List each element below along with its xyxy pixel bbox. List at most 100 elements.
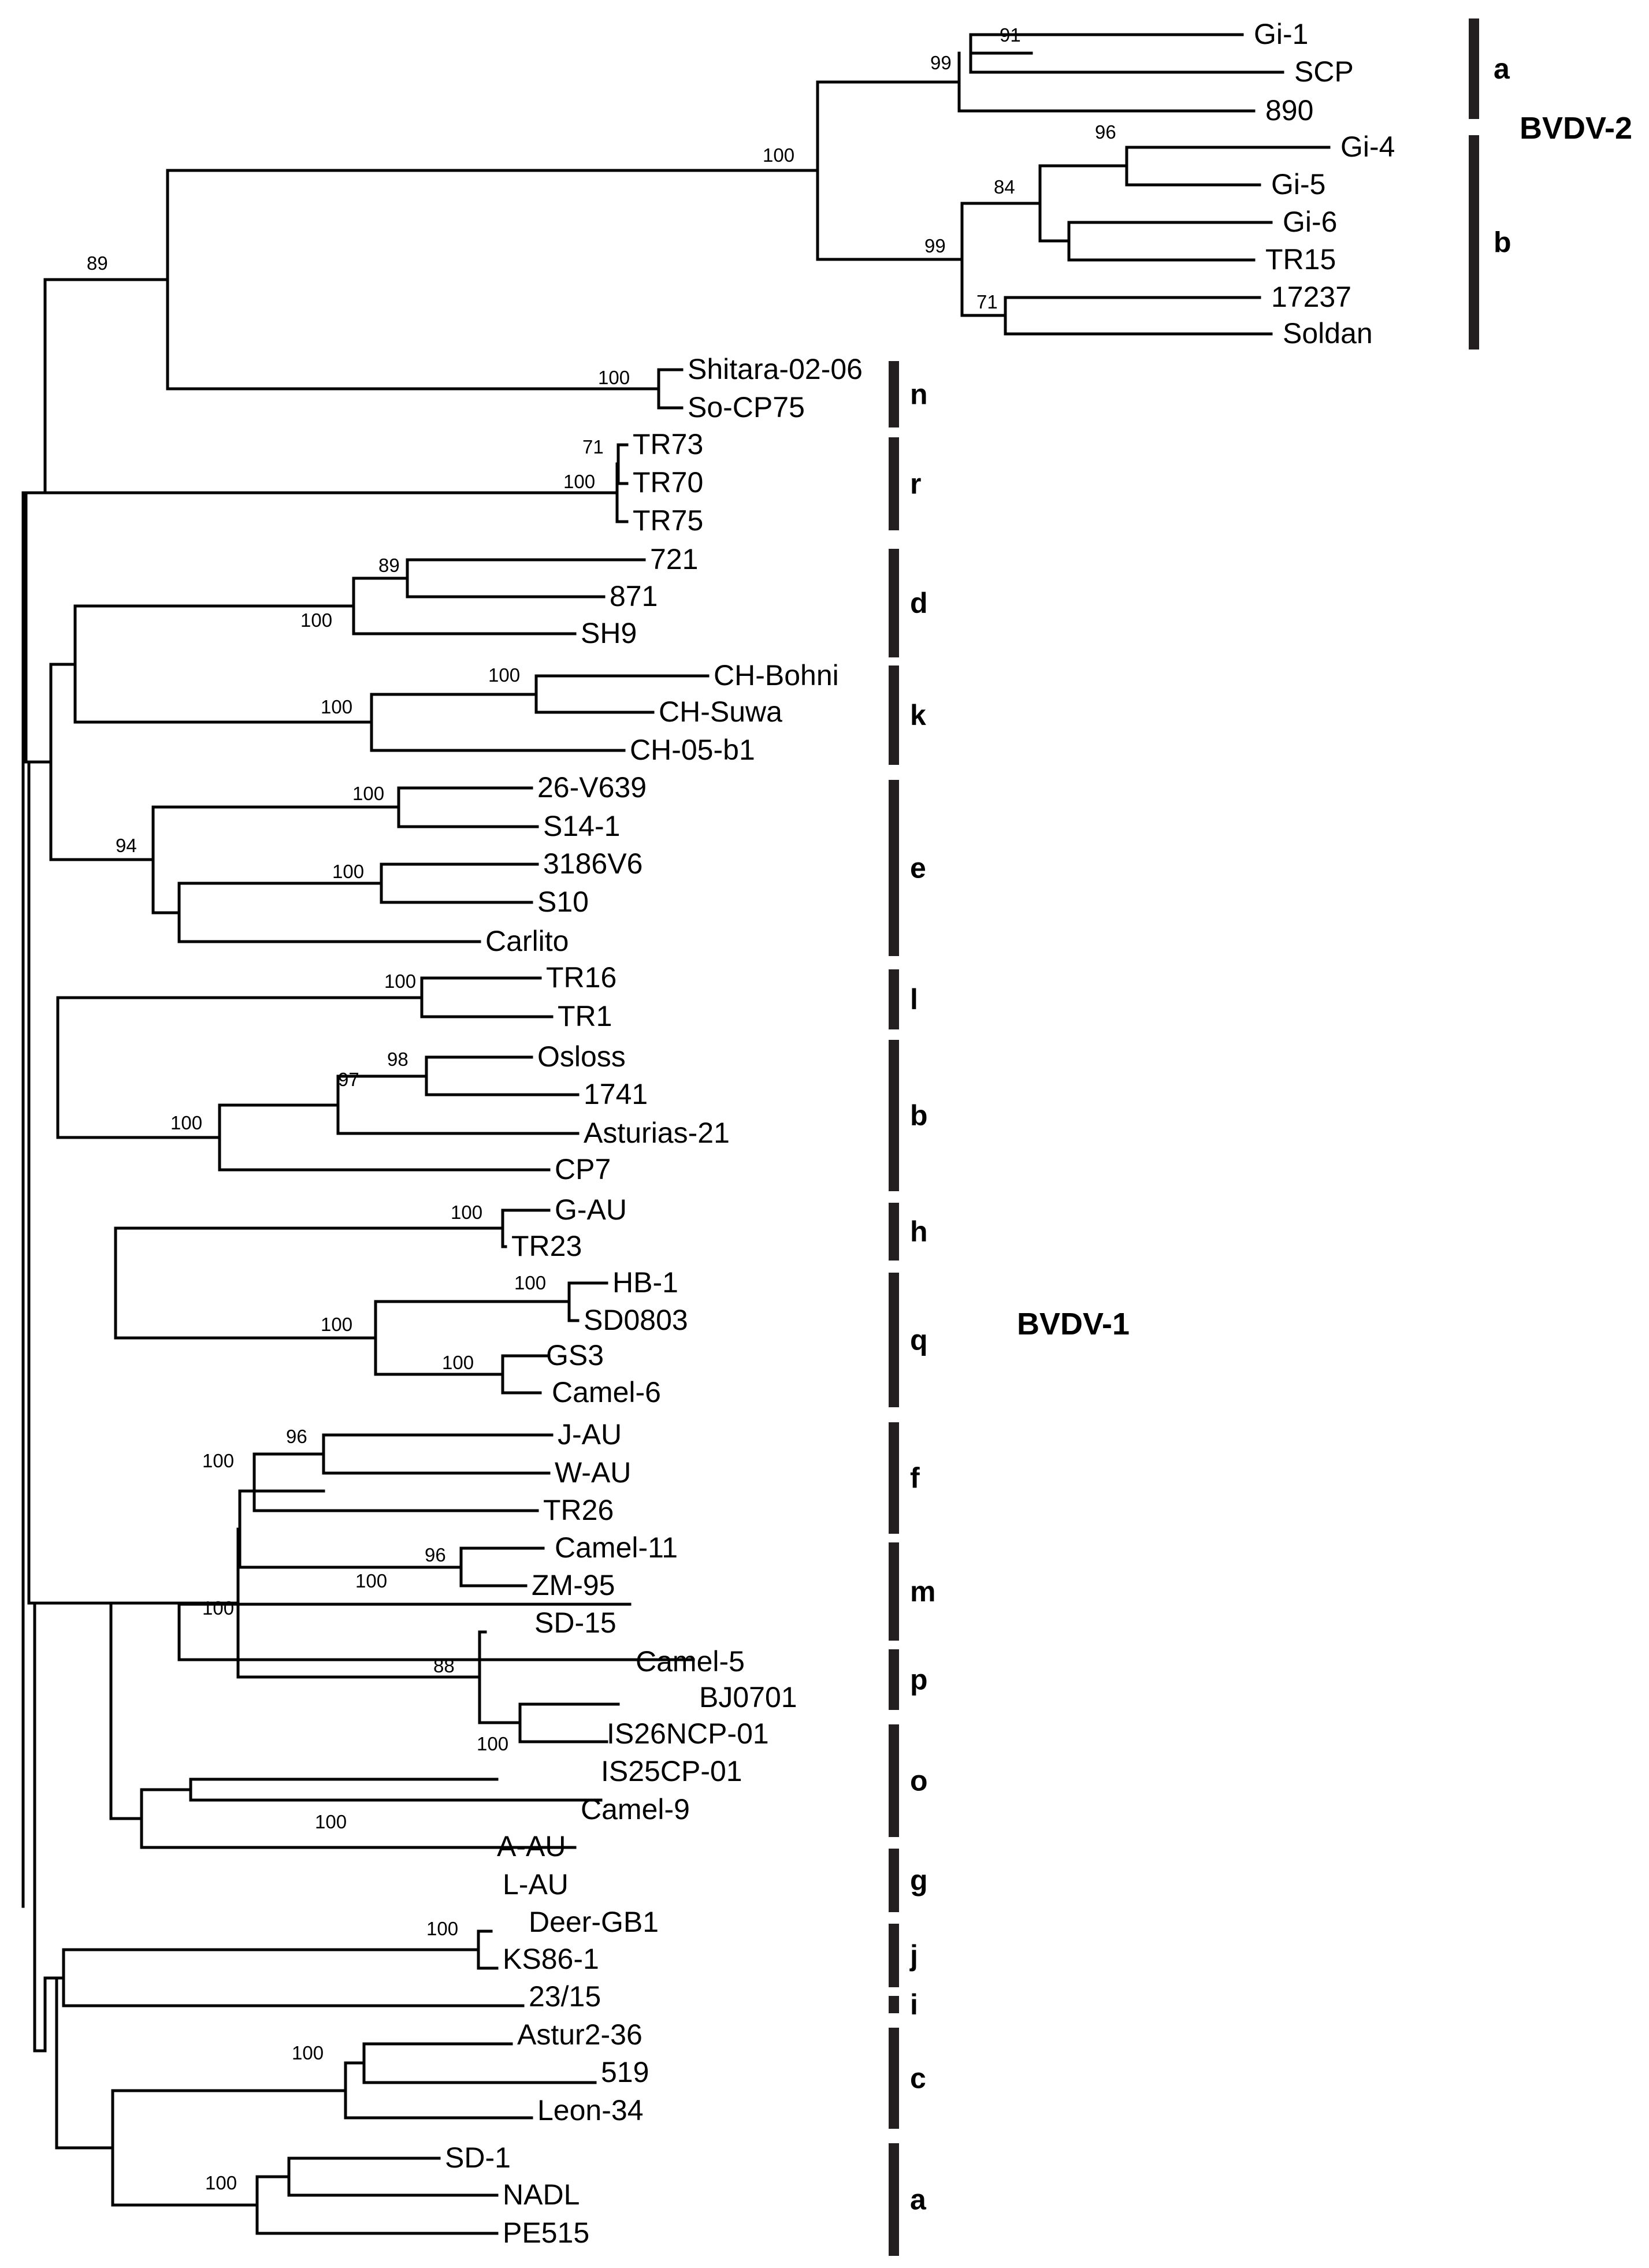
- leaf-label: Soldan: [1283, 317, 1373, 350]
- bootstrap-value: 89: [87, 252, 108, 274]
- bootstrap-value: 100: [598, 367, 630, 388]
- leaf-label: Gi-5: [1271, 168, 1325, 200]
- leaf-label: TR16: [546, 961, 616, 994]
- leaf-label: NADL: [503, 2178, 580, 2211]
- bootstrap-value: 96: [425, 1544, 446, 1566]
- clade-bar: [889, 1203, 899, 1261]
- bootstrap-value: 100: [488, 664, 520, 686]
- leaf-label: ZM-95: [532, 1569, 615, 1601]
- clade-bar: [889, 1542, 899, 1641]
- bootstrap-value: 96: [286, 1426, 307, 1447]
- clade-label: q: [910, 1324, 928, 1356]
- clade-label: k: [910, 699, 926, 731]
- bootstrap-value: 98: [387, 1049, 408, 1070]
- leaf-label: 26-V639: [537, 771, 647, 804]
- leaf-label: So-CP75: [688, 391, 805, 423]
- leaf-label: TR75: [633, 504, 703, 537]
- group-label-bvdv1: BVDV-1: [1017, 1307, 1130, 1341]
- leaf-label: TR1: [558, 1000, 612, 1032]
- leaf-label: 17237: [1271, 281, 1351, 313]
- clade-label: g: [910, 1864, 928, 1897]
- clade-label: p: [910, 1664, 928, 1696]
- leaf-label: TR23: [511, 1230, 582, 1262]
- clade-bar: [889, 2143, 899, 2256]
- leaf-label: HB-1: [612, 1266, 678, 1299]
- leaf-label: CP7: [555, 1153, 611, 1185]
- bootstrap-value: 100: [321, 696, 352, 717]
- leaf-label: Camel-11: [555, 1531, 678, 1564]
- leaf-label: CH-Suwa: [659, 696, 782, 728]
- clade-label: d: [910, 587, 928, 619]
- leaf-label: SCP: [1294, 55, 1354, 88]
- leaf-label: J-AU: [558, 1418, 622, 1451]
- leaf-label: A-AU: [497, 1830, 566, 1862]
- bootstrap-value: 100: [321, 1314, 352, 1335]
- leaf-label: SD-1: [445, 2141, 511, 2174]
- bootstrap-value: 100: [300, 609, 332, 631]
- bootstrap-value: 100: [426, 1918, 458, 1939]
- clade-bar: [889, 1996, 899, 2013]
- bootstrap-value: 71: [582, 436, 604, 458]
- bootstrap-value: 100: [315, 1811, 347, 1832]
- bootstrap-value: 100: [514, 1272, 546, 1293]
- leaf-label: S10: [537, 886, 589, 918]
- clade-bar: [889, 1724, 899, 1837]
- clade-label: m: [910, 1575, 935, 1608]
- bootstrap-value: 96: [1095, 121, 1116, 143]
- leaf-label: 871: [610, 580, 658, 612]
- bootstrap-value: 99: [930, 52, 952, 73]
- clade-label: b: [910, 1099, 928, 1132]
- leaf-label: Carlito: [485, 925, 569, 957]
- bootstrap-value: 100: [563, 471, 595, 492]
- leaf-label: 519: [601, 2056, 649, 2088]
- clade-label: l: [910, 983, 918, 1016]
- bootstrap-value: 100: [202, 1450, 234, 1471]
- bootstrap-value: 100: [451, 1202, 482, 1223]
- leaf-label: S14-1: [543, 810, 620, 842]
- clade-label: r: [910, 468, 921, 500]
- leaf-label: Camel-5: [636, 1645, 745, 1678]
- leaf-label: TR73: [633, 428, 703, 460]
- bootstrap-value: 100: [170, 1112, 202, 1133]
- bootstrap-value: 100: [763, 144, 794, 166]
- bootstrap-value: 94: [116, 835, 137, 856]
- leaf-label: SH9: [581, 617, 637, 649]
- bootstrap-value: 100: [202, 1597, 234, 1619]
- leaf-label: 890: [1265, 94, 1313, 127]
- clade-bar: [889, 1924, 899, 1987]
- leaf-label: Gi-4: [1340, 131, 1395, 163]
- bootstrap-value: 100: [352, 783, 384, 804]
- clade-bar: [889, 1040, 899, 1191]
- clade-label: e: [910, 852, 926, 884]
- bootstrap-value: 100: [205, 2172, 237, 2193]
- leaf-label: TR26: [543, 1494, 614, 1526]
- clade-label: h: [910, 1215, 928, 1248]
- leaf-label: 3186V6: [543, 847, 642, 880]
- leaf-labels: Gi-1 SCP 890 Gi-4 Gi-5 Gi-6 TR15 17237 Soldan Shi…: [445, 18, 1395, 2249]
- clade-bar: [889, 780, 899, 956]
- clade-label: o: [910, 1765, 928, 1797]
- leaf-label: Osloss: [537, 1040, 626, 1073]
- clade-bar: [889, 437, 899, 530]
- leaf-label: GS3: [546, 1339, 604, 1371]
- leaf-label: 23/15: [529, 1980, 601, 2013]
- clade-bar: [889, 969, 899, 1029]
- bootstrap-value: 100: [477, 1733, 508, 1754]
- leaf-label: Gi-6: [1283, 206, 1337, 238]
- bootstrap-labels: 91 99 96 84 99 71 100 89 100 71 100 89 100 100 100 100 9…: [87, 24, 1116, 2193]
- clade-label: j: [909, 1939, 918, 1972]
- bootstrap-value: 100: [332, 861, 364, 882]
- leaf-label: Gi-1: [1254, 18, 1308, 50]
- bootstrap-value: 100: [292, 2042, 324, 2063]
- clade-bar: [1469, 135, 1479, 350]
- bootstrap-value: 91: [1000, 24, 1021, 46]
- bootstrap-value: 84: [994, 176, 1015, 198]
- leaf-label: Leon-34: [537, 2094, 644, 2126]
- clade-bar: [889, 1422, 899, 1534]
- leaf-label: KS86-1: [503, 1943, 599, 1975]
- leaf-label: W-AU: [555, 1456, 631, 1489]
- leaf-label: IS25CP-01: [601, 1755, 742, 1787]
- leaf-label: 721: [650, 543, 698, 575]
- bootstrap-value: 89: [378, 555, 400, 576]
- leaf-label: L-AU: [503, 1868, 569, 1901]
